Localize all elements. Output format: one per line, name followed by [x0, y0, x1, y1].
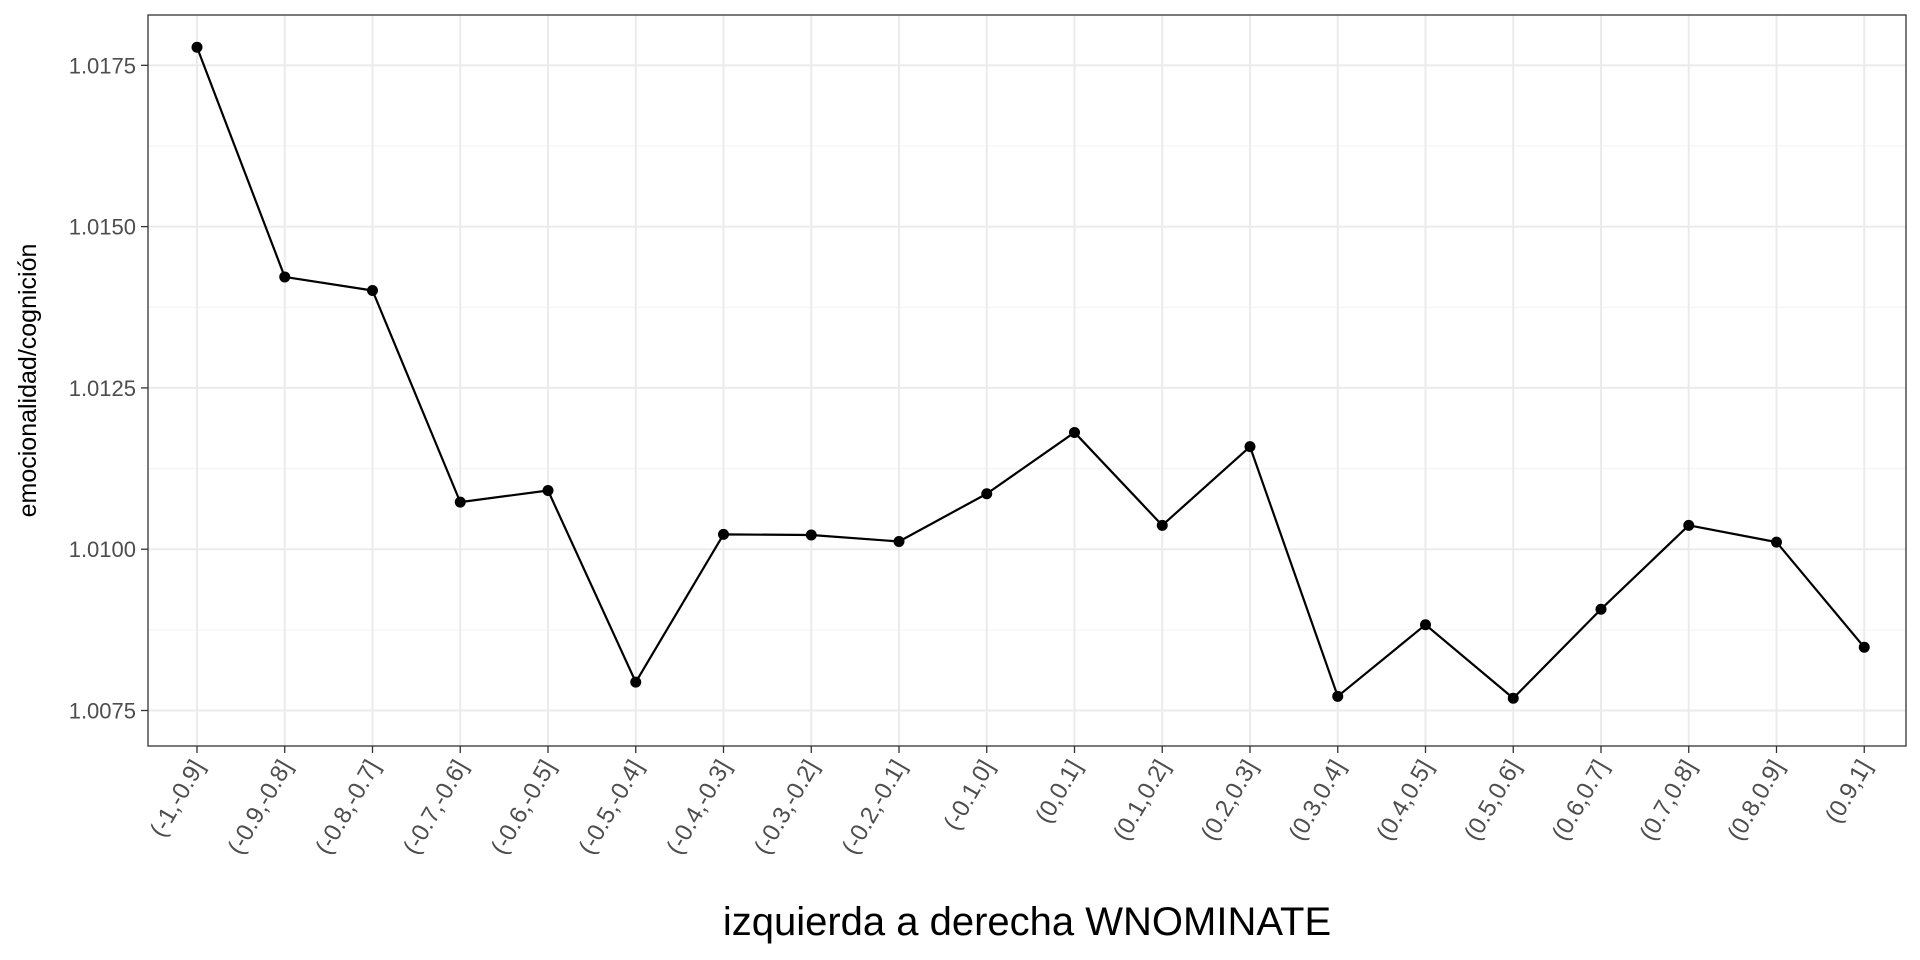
x-tick-label: (0,0.1]	[1030, 756, 1087, 828]
minor-gridlines	[148, 145, 1906, 631]
panel-border	[147, 14, 1907, 747]
x-tick-label: (-0.1,0]	[939, 756, 1000, 835]
x-axis: (-1,-0.9] (-0.9,-0.8] (-0.8,-0.7] (-0.7,-0.…	[145, 746, 1877, 860]
x-tick-label: (0.4,0.5]	[1371, 756, 1438, 846]
series-layer	[191, 41, 1870, 704]
data-point	[1507, 692, 1519, 704]
data-point	[718, 528, 729, 540]
major-gridlines	[148, 15, 1906, 746]
data-point	[1683, 519, 1695, 531]
data-point	[191, 41, 203, 53]
y-axis-title: emocionalidad/cognición	[14, 244, 42, 518]
x-tick-label: (-0.5,-0.4]	[574, 756, 649, 860]
y-axis: 1.0075 1.0100 1.0125 1.0150 1.0175	[69, 53, 148, 724]
x-tick-label: (0.2,0.3]	[1196, 756, 1263, 846]
data-point	[279, 271, 291, 283]
y-tick-label: 1.0075	[69, 699, 136, 724]
data-point	[1771, 536, 1782, 548]
data-point	[1332, 690, 1344, 702]
x-tick-label: (-0.2,-0.1]	[837, 756, 912, 860]
data-point	[367, 284, 378, 296]
data-point	[1595, 603, 1607, 615]
data-point	[981, 488, 993, 500]
data-point	[893, 535, 905, 547]
x-tick-label: (0.9,1]	[1820, 756, 1877, 828]
x-tick-label: (-0.9,-0.8]	[223, 756, 298, 860]
data-point	[1244, 441, 1256, 453]
x-tick-label: (0.8,0.9]	[1722, 756, 1789, 846]
x-tick-label: (-1,-0.9]	[145, 756, 210, 842]
x-tick-label: (0.5,0.6]	[1459, 756, 1526, 846]
x-tick-label: (-0.3,-0.2]	[749, 756, 824, 860]
series-line	[195, 46, 1866, 700]
data-point	[454, 496, 466, 508]
data-point	[1420, 619, 1431, 631]
x-tick-label: (0.7,0.8]	[1635, 756, 1702, 846]
data-point	[1858, 641, 1870, 653]
x-tick-label: (-0.8,-0.7]	[310, 756, 385, 860]
x-tick-label: (0.6,0.7]	[1547, 756, 1614, 846]
data-point	[805, 529, 817, 541]
data-point	[542, 485, 554, 497]
x-axis-title: izquierda a derecha WNOMINATE	[723, 900, 1331, 944]
y-tick-label: 1.0100	[69, 537, 136, 562]
y-tick-label: 1.0175	[69, 53, 136, 78]
data-point	[1156, 519, 1168, 531]
data-point	[630, 676, 642, 688]
x-tick-label: (0.1,0.2]	[1108, 756, 1175, 846]
x-tick-label: (-0.4,-0.3]	[661, 756, 736, 860]
y-tick-label: 1.0125	[69, 376, 136, 401]
y-tick-label: 1.0150	[69, 215, 136, 240]
x-tick-label: (0.3,0.4]	[1284, 756, 1351, 846]
x-tick-label: (-0.6,-0.5]	[486, 756, 561, 860]
data-point	[1069, 426, 1080, 438]
x-tick-label: (-0.7,-0.6]	[398, 756, 473, 860]
